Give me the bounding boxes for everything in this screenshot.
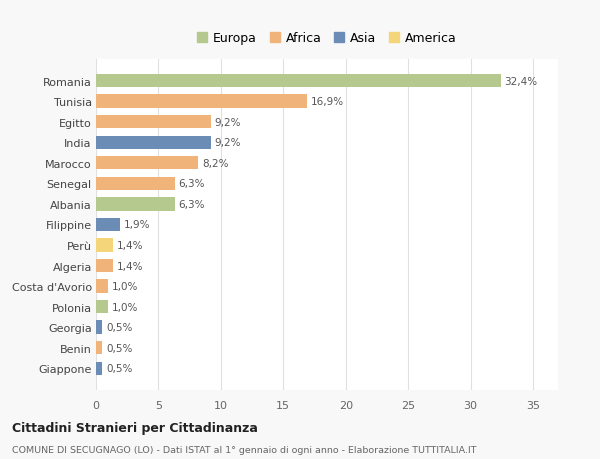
Bar <box>96 136 211 150</box>
Text: 6,3%: 6,3% <box>178 179 205 189</box>
Text: 0,5%: 0,5% <box>106 343 133 353</box>
Text: 1,9%: 1,9% <box>124 220 150 230</box>
Text: COMUNE DI SECUGNAGO (LO) - Dati ISTAT al 1° gennaio di ogni anno - Elaborazione : COMUNE DI SECUGNAGO (LO) - Dati ISTAT al… <box>12 445 476 454</box>
Text: 16,9%: 16,9% <box>311 97 344 107</box>
Bar <box>96 300 109 313</box>
Bar <box>96 362 102 375</box>
Text: 8,2%: 8,2% <box>202 158 229 168</box>
Bar <box>96 177 175 190</box>
Text: 0,5%: 0,5% <box>106 364 133 374</box>
Text: 1,0%: 1,0% <box>112 281 139 291</box>
Text: Cittadini Stranieri per Cittadinanza: Cittadini Stranieri per Cittadinanza <box>12 421 258 434</box>
Bar <box>96 116 211 129</box>
Bar <box>96 95 307 108</box>
Bar <box>96 75 500 88</box>
Text: 1,4%: 1,4% <box>117 241 144 251</box>
Bar <box>96 218 120 232</box>
Text: 32,4%: 32,4% <box>505 76 538 86</box>
Text: 1,4%: 1,4% <box>117 261 144 271</box>
Bar <box>96 157 199 170</box>
Text: 1,0%: 1,0% <box>112 302 139 312</box>
Bar <box>96 280 109 293</box>
Text: 0,5%: 0,5% <box>106 323 133 332</box>
Text: 9,2%: 9,2% <box>215 118 241 127</box>
Bar <box>96 341 102 355</box>
Legend: Europa, Africa, Asia, America: Europa, Africa, Asia, America <box>194 29 460 48</box>
Bar <box>96 259 113 273</box>
Text: 6,3%: 6,3% <box>178 199 205 209</box>
Bar <box>96 239 113 252</box>
Bar <box>96 321 102 334</box>
Bar <box>96 198 175 211</box>
Text: 9,2%: 9,2% <box>215 138 241 148</box>
